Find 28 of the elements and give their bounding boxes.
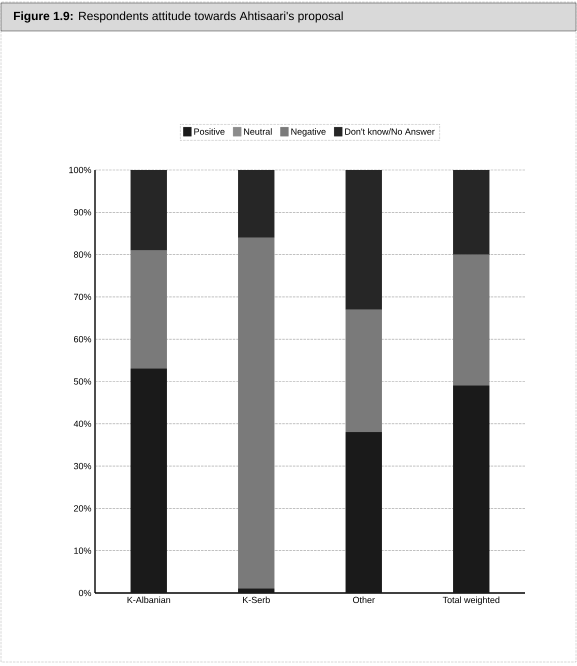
x-tick-label: Total weighted [442, 596, 500, 605]
y-tick-label: 60% [74, 336, 92, 342]
x-tick-label: K-Serb [243, 596, 270, 604]
bar [346, 309, 382, 432]
bar [453, 170, 490, 255]
x-tick-label: K-Albanian [128, 596, 170, 604]
x-tick-label: Other [352, 596, 375, 604]
y-tick-label: 30% [74, 462, 92, 470]
y-tick-label: 10% [74, 548, 92, 554]
bar [453, 254, 490, 386]
bar [346, 170, 382, 310]
y-tick-label: 80% [74, 251, 92, 258]
legend-label: Positive [194, 128, 225, 135]
legend-label: Neutral [244, 128, 272, 135]
legend-label: Don't know/No Answer [345, 128, 435, 135]
y-tick-label: 0% [78, 590, 92, 596]
bar [238, 237, 274, 589]
y-tick-label: 40% [74, 420, 92, 427]
bar [238, 170, 274, 238]
bar [130, 170, 167, 251]
bar [130, 250, 167, 370]
y-tick-label: 20% [74, 505, 92, 512]
y-tick-label: 90% [74, 209, 92, 216]
y-tick-label: 50% [74, 378, 92, 385]
y-tick-label: 100% [69, 166, 92, 174]
legend-label: Negative [291, 128, 326, 137]
chart-title: Figure 1.9: Respondents attitude towards Ahtisaari's proposal [14, 11, 343, 23]
y-tick-label: 70% [74, 294, 92, 300]
